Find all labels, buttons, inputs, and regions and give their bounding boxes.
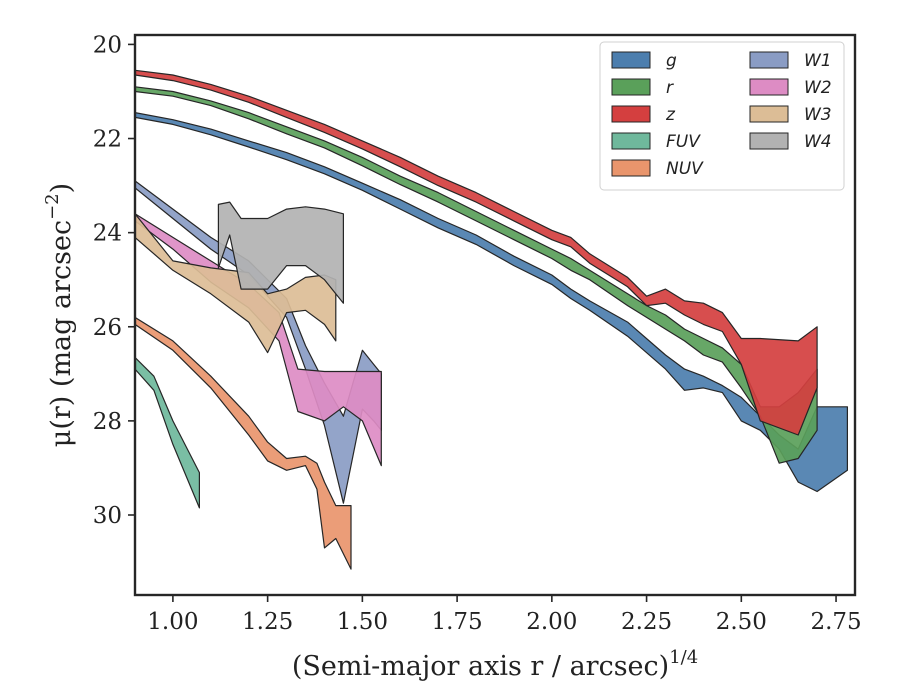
- series-layer: [135, 69, 849, 570]
- legend-label-r: r: [666, 78, 674, 98]
- legend-label-nuv: NUV: [666, 159, 704, 179]
- ticks-layer: 1.00 1.25 1.50 1.75 2.00 2.25 2.50 2.75 20 22 24 26…: [93, 32, 862, 635]
- plot-frame: [133, 33, 857, 597]
- legend-label-z: z: [665, 105, 676, 125]
- band-g: [135, 111, 849, 493]
- band-fuv: [135, 356, 200, 509]
- x-tick-label: 2.25: [621, 609, 672, 635]
- legend-swatch-g: [611, 51, 651, 69]
- y-axis-title-superscript: −2: [42, 193, 63, 220]
- x-tick-label: 2.75: [810, 609, 861, 635]
- legend-swatch-nuv: [611, 159, 651, 177]
- x-axis-title-superscript: 1/4: [669, 647, 698, 668]
- legend-label-w2: W2: [804, 78, 832, 98]
- y-tick-label: 26: [93, 315, 122, 341]
- x-axis-title: (Semi-major axis r / arcsec)1/4: [292, 647, 698, 682]
- band-r: [135, 86, 818, 464]
- band-z: [135, 69, 818, 436]
- x-tick-label: 1.50: [337, 609, 388, 635]
- y-tick-label: 30: [93, 503, 122, 529]
- x-tick-label: 2.50: [716, 609, 767, 635]
- legend-swatch-z: [611, 105, 651, 123]
- legend: grz FUV NUV W1 W2 W3 W4: [599, 41, 845, 191]
- legend-swatch-w4: [749, 132, 789, 150]
- y-axis-title: μ(r) (mag arcsec−2): [42, 183, 77, 447]
- y-tick-label: 28: [93, 409, 122, 435]
- legend-swatch-w3: [749, 105, 789, 123]
- x-tick-label: 1.00: [147, 609, 198, 635]
- legend-label-w3: W3: [804, 105, 832, 125]
- legend-label-fuv: FUV: [666, 132, 701, 152]
- x-tick-label: 1.25: [242, 609, 293, 635]
- y-tick-label: 22: [93, 127, 122, 153]
- legend-swatch-fuv: [611, 132, 651, 150]
- legend-label-w4: W4: [804, 132, 832, 152]
- legend-swatch-w2: [749, 78, 789, 96]
- band-nuv: [135, 316, 352, 570]
- y-tick-label: 20: [93, 32, 122, 58]
- y-tick-label: 24: [93, 221, 122, 247]
- legend-swatch-w1: [749, 51, 789, 69]
- legend-swatch-r: [611, 78, 651, 96]
- legend-label-w1: W1: [804, 51, 832, 71]
- x-tick-label: 2.00: [526, 609, 577, 635]
- x-tick-label: 1.75: [431, 609, 482, 635]
- band-w4: [217, 201, 344, 304]
- legend-label-g: g: [666, 51, 677, 71]
